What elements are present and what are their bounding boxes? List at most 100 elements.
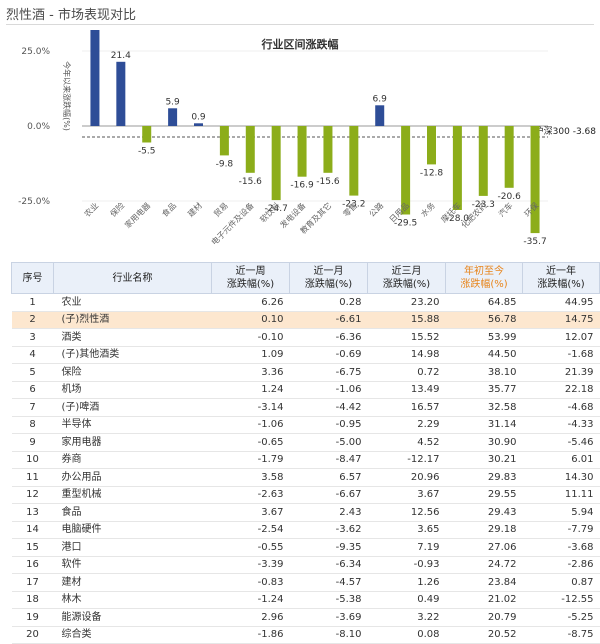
industry-name-cell: 重型机械 bbox=[53, 486, 212, 504]
value-cell: 1.26 bbox=[367, 573, 446, 592]
value-cell: -3.14 bbox=[211, 398, 290, 417]
value-cell: 14.98 bbox=[367, 346, 446, 364]
value-cell: 6.26 bbox=[211, 293, 290, 312]
value-cell: 16.57 bbox=[367, 398, 446, 417]
value-cell: 56.78 bbox=[445, 311, 523, 329]
bar bbox=[245, 126, 255, 173]
column-header-text: 涨跌幅(%) bbox=[226, 279, 275, 290]
value-cell: 0.28 bbox=[289, 293, 368, 312]
bar bbox=[349, 126, 359, 196]
value-cell: -0.10 bbox=[211, 328, 290, 347]
row-index-cell: 5 bbox=[11, 363, 54, 382]
title-divider bbox=[6, 24, 594, 25]
table-row[interactable]: 8 半导体 -1.06 -0.95 2.29 31.14 -4.33 bbox=[11, 416, 600, 434]
table-row[interactable]: 13 食品 3.67 2.43 12.56 29.43 5.94 bbox=[11, 503, 600, 522]
x-tick-label: 建材 bbox=[186, 200, 204, 218]
value-cell: -8.10 bbox=[289, 626, 368, 644]
row-index-cell: 3 bbox=[11, 328, 54, 347]
bar bbox=[504, 126, 514, 188]
value-cell: 29.18 bbox=[445, 521, 523, 539]
bar bbox=[427, 126, 436, 165]
row-index-cell: 9 bbox=[11, 433, 54, 452]
row-index-cell: 20 bbox=[11, 626, 54, 644]
column-header[interactable]: 近三月 涨跌幅(%) bbox=[367, 262, 446, 294]
table-row[interactable]: 5 保险 3.36 -6.75 0.72 38.10 21.39 bbox=[11, 363, 600, 382]
value-cell: -0.95 bbox=[289, 416, 368, 434]
table-row[interactable]: 7 (子)啤酒 -3.14 -4.42 16.57 32.58 -4.68 bbox=[11, 398, 600, 417]
table-row[interactable]: 14 电脑硬件 -2.54 -3.62 3.65 29.18 -7.79 bbox=[11, 521, 600, 539]
column-header[interactable]: 近一月 涨跌幅(%) bbox=[289, 262, 368, 294]
bar-value-label: 0.9 bbox=[191, 112, 206, 122]
value-cell: -3.62 bbox=[289, 521, 368, 539]
bar-value-label: 5.9 bbox=[165, 97, 180, 107]
value-cell: 20.79 bbox=[445, 608, 523, 627]
column-header-text: 涨跌幅(%) bbox=[382, 279, 431, 290]
industry-name-cell: 林木 bbox=[53, 591, 212, 609]
value-cell: 6.01 bbox=[522, 451, 600, 469]
value-cell: -0.65 bbox=[211, 433, 290, 452]
value-cell: 12.07 bbox=[522, 328, 600, 347]
column-header[interactable]: 年初至今 涨跌幅(%) bbox=[445, 262, 523, 294]
value-cell: 53.99 bbox=[445, 328, 523, 347]
value-cell: 5.94 bbox=[522, 503, 600, 522]
value-cell: 0.10 bbox=[211, 311, 290, 329]
value-cell: 7.19 bbox=[367, 538, 446, 557]
industry-name-cell: 酒类 bbox=[53, 328, 212, 347]
value-cell: 38.10 bbox=[445, 363, 523, 382]
row-index-cell: 11 bbox=[11, 468, 54, 487]
bar-value-label: -15.6 bbox=[239, 177, 263, 187]
table-row[interactable]: 3 酒类 -0.10 -6.36 15.52 53.99 12.07 bbox=[11, 328, 600, 347]
value-cell: 0.72 bbox=[367, 363, 446, 382]
column-header[interactable]: 行业名称 bbox=[53, 262, 212, 294]
value-cell: -9.35 bbox=[289, 538, 368, 557]
table-row[interactable]: 16 软件 -3.39 -6.34 -0.93 24.72 -2.86 bbox=[11, 556, 600, 574]
value-cell: -5.00 bbox=[289, 433, 368, 452]
column-header[interactable]: 序号 bbox=[11, 262, 54, 294]
table-row[interactable]: 1 农业 6.26 0.28 23.20 64.85 44.95 bbox=[11, 293, 600, 312]
table-row[interactable]: 4 (子)其他酒类 1.09 -0.69 14.98 44.50 -1.68 bbox=[11, 346, 600, 364]
column-header[interactable]: 近一周 涨跌幅(%) bbox=[211, 262, 290, 294]
bar bbox=[297, 126, 307, 177]
bars bbox=[90, 30, 540, 234]
value-cell: -1.68 bbox=[522, 346, 600, 364]
bar-value-label: -12.8 bbox=[420, 168, 444, 178]
table-row[interactable]: 12 重型机械 -2.63 -6.67 3.67 29.55 11.11 bbox=[11, 486, 600, 504]
table-row[interactable]: 6 机场 1.24 -1.06 13.49 35.77 22.18 bbox=[11, 381, 600, 399]
value-cell: 24.72 bbox=[445, 556, 523, 574]
bar-value-label: -16.9 bbox=[290, 181, 314, 191]
value-cell: -0.83 bbox=[211, 573, 290, 592]
value-cell: 22.18 bbox=[522, 381, 600, 399]
table-row[interactable]: 11 办公用品 3.58 6.57 20.96 29.83 14.30 bbox=[11, 468, 600, 487]
table-row[interactable]: 2 (子)烈性酒 0.10 -6.61 15.88 56.78 14.75 bbox=[11, 311, 600, 329]
value-cell: 20.96 bbox=[367, 468, 446, 487]
value-cell: 64.85 bbox=[445, 293, 523, 312]
value-cell: 30.90 bbox=[445, 433, 523, 452]
value-cell: 20.52 bbox=[445, 626, 523, 644]
table-row[interactable]: 18 林木 -1.24 -5.38 0.49 21.02 -12.55 bbox=[11, 591, 600, 609]
row-index-cell: 13 bbox=[11, 503, 54, 522]
table-header: 序号 行业名称 近一周 涨跌幅(%) 近一月 涨跌幅(%) 近三月 涨跌幅(%) 年初至今 涨跌幅… bbox=[11, 262, 600, 294]
value-cell: -6.61 bbox=[289, 311, 368, 329]
table-row[interactable]: 19 能源设备 2.96 -3.69 3.22 20.79 -5.25 bbox=[11, 608, 600, 627]
value-cell: -8.75 bbox=[522, 626, 600, 644]
row-index-cell: 18 bbox=[11, 591, 54, 609]
industry-name-cell: 综合类 bbox=[53, 626, 212, 644]
table-row[interactable]: 17 建材 -0.83 -4.57 1.26 23.84 0.87 bbox=[11, 573, 600, 592]
table-row[interactable]: 9 家用电器 -0.65 -5.00 4.52 30.90 -5.46 bbox=[11, 433, 600, 452]
bar-value-label: 21.4 bbox=[111, 51, 131, 61]
table-row[interactable]: 20 综合类 -1.86 -8.10 0.08 20.52 -8.75 bbox=[11, 626, 600, 644]
performance-table: 序号 行业名称 近一周 涨跌幅(%) 近一月 涨跌幅(%) 近三月 涨跌幅(%) 年初至今 涨跌幅… bbox=[11, 262, 600, 644]
value-cell: -2.54 bbox=[211, 521, 290, 539]
value-cell: 21.39 bbox=[522, 363, 600, 382]
row-index-cell: 6 bbox=[11, 381, 54, 399]
column-header[interactable]: 近一年 涨跌幅(%) bbox=[522, 262, 600, 294]
value-cell: -1.24 bbox=[211, 591, 290, 609]
bar bbox=[375, 105, 385, 126]
table-row[interactable]: 10 券商 -1.79 -8.47 -12.17 30.21 6.01 bbox=[11, 451, 600, 469]
value-cell: 2.29 bbox=[367, 416, 446, 434]
bar bbox=[90, 30, 100, 126]
table-row[interactable]: 15 港口 -0.55 -9.35 7.19 27.06 -3.68 bbox=[11, 538, 600, 557]
bar bbox=[323, 126, 333, 173]
bar-value-label: -15.6 bbox=[316, 177, 340, 187]
x-tick-label: 家用电器 bbox=[122, 200, 152, 230]
